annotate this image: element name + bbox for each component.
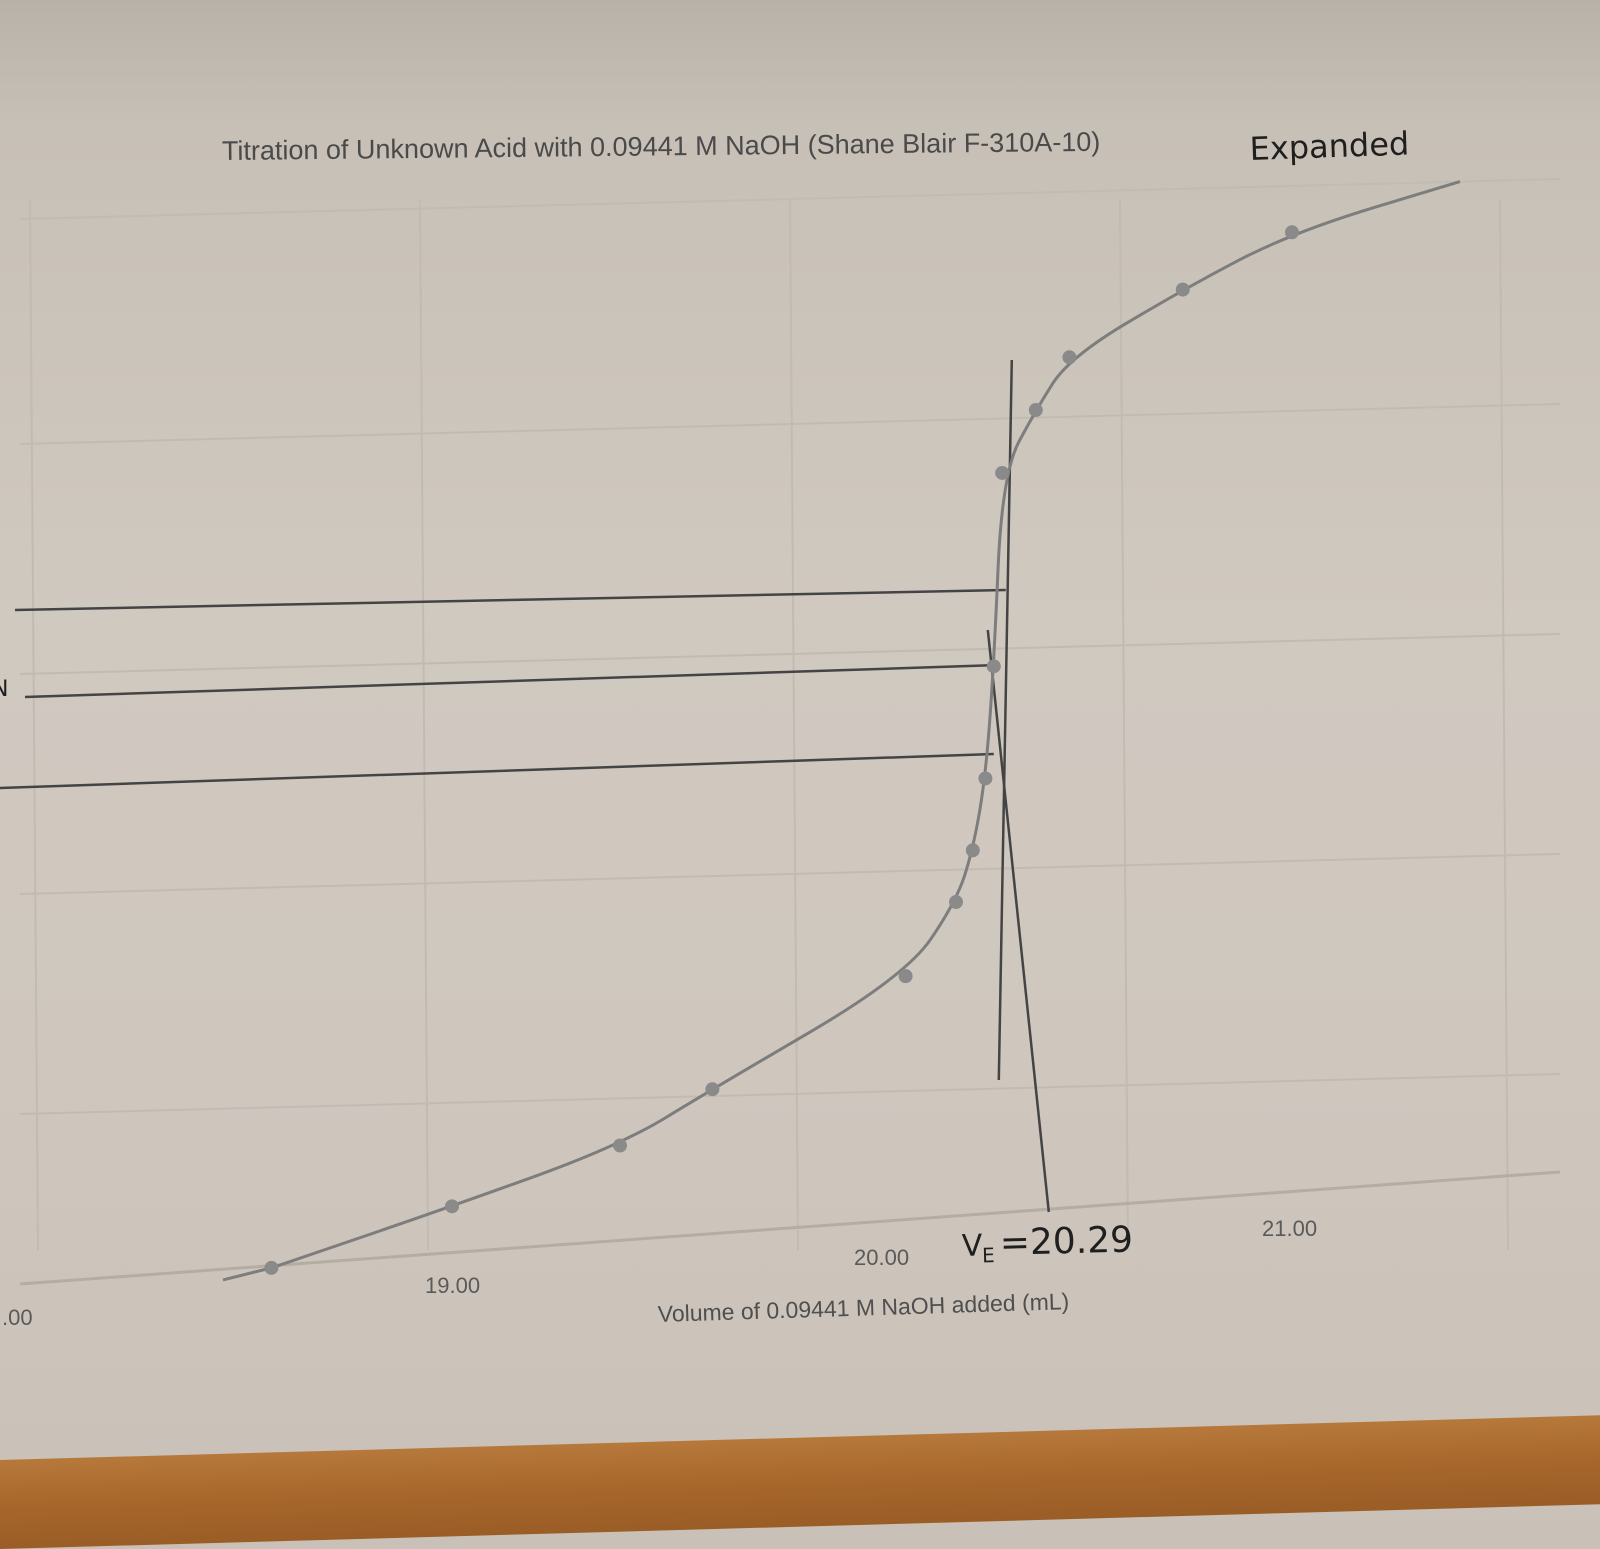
data-point bbox=[949, 895, 963, 910]
gridlines bbox=[19, 178, 1561, 1286]
series-group bbox=[222, 180, 1461, 1282]
chart-title: Titration of Unknown Acid with 0.09441 M… bbox=[222, 127, 1101, 166]
data-point bbox=[1175, 282, 1190, 297]
data-point bbox=[705, 1082, 720, 1097]
grid-h-3 bbox=[19, 853, 1561, 895]
grid-v-2 bbox=[789, 199, 799, 1251]
data-point bbox=[1028, 403, 1043, 418]
x-axis-line bbox=[19, 1170, 1561, 1286]
data-point bbox=[978, 771, 993, 786]
grid-v-0 bbox=[29, 199, 39, 1251]
equivalence-subscript: E bbox=[982, 1243, 995, 1267]
tick-label-left-fragment: .00 bbox=[2, 1305, 33, 1330]
x-tick-labels: .00 19.00 20.00 21.00 bbox=[2, 1216, 1317, 1330]
equivalence-annotation: V E =20.29 bbox=[961, 1219, 1133, 1267]
tick-label-21: 21.00 bbox=[1262, 1216, 1317, 1241]
lower-guide-line bbox=[0, 752, 994, 790]
grid-h-4 bbox=[19, 1073, 1561, 1115]
steep-tangent-line bbox=[997, 359, 1014, 1081]
data-point bbox=[1285, 225, 1299, 240]
data-point bbox=[264, 1260, 279, 1275]
data-point bbox=[898, 969, 913, 984]
grid-h-1 bbox=[19, 403, 1561, 445]
series-lead-in bbox=[222, 1266, 272, 1282]
grid-v-3 bbox=[1119, 199, 1129, 1251]
equivalence-v-label: V bbox=[961, 1228, 983, 1264]
data-point bbox=[986, 659, 1001, 674]
tick-label-19: 19.00 bbox=[425, 1273, 480, 1298]
data-point bbox=[965, 843, 980, 858]
grid-h-2 bbox=[19, 633, 1561, 675]
pencil-construction-lines bbox=[0, 359, 1051, 1213]
x-axis-title: Volume of 0.09441 M NaOH added (mL) bbox=[657, 1288, 1069, 1327]
equivalence-drop-line bbox=[986, 629, 1051, 1213]
data-point bbox=[445, 1199, 459, 1214]
data-point bbox=[995, 465, 1010, 480]
upper-guide-line bbox=[14, 588, 1006, 612]
expanded-annotation: Expanded bbox=[1249, 124, 1410, 168]
grid-v-4 bbox=[1499, 199, 1509, 1251]
grid-v-1 bbox=[419, 199, 429, 1251]
middle-guide-line bbox=[24, 663, 999, 699]
series-line bbox=[270, 180, 1461, 1270]
data-point bbox=[613, 1138, 627, 1153]
data-point bbox=[1062, 350, 1077, 365]
equivalence-value: =20.29 bbox=[999, 1219, 1133, 1263]
tick-label-20: 20.00 bbox=[854, 1245, 909, 1270]
grid-h-0 bbox=[19, 178, 1561, 220]
left-margin-mark: N bbox=[0, 677, 8, 702]
